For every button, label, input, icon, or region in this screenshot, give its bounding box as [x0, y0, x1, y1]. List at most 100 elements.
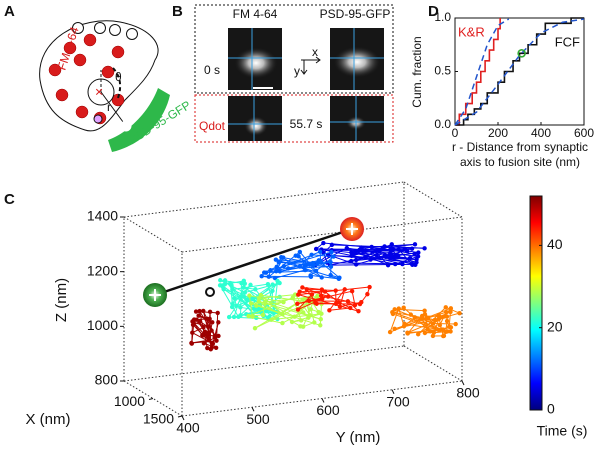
trajectory-step	[323, 242, 383, 250]
trajectory-point	[210, 320, 215, 325]
trajectory-step	[299, 254, 312, 267]
trajectory-point	[273, 257, 279, 262]
trajectory-step	[252, 316, 283, 324]
trajectory-point	[281, 255, 286, 260]
x-tick	[177, 415, 183, 418]
colorbar-label: Time (s)	[537, 423, 588, 439]
y-tick-label: 0.5	[434, 64, 451, 78]
trajectory-point	[263, 270, 269, 275]
trajectory-step	[219, 285, 239, 318]
z-tick-label: 1400	[87, 208, 118, 224]
trajectory-step	[216, 312, 219, 341]
x-tick-label: 200	[488, 126, 508, 140]
cdf-line	[454, 18, 510, 126]
trajectory-step	[248, 295, 253, 317]
panel-d: 0 200 400 600 0.0 0.5 1.0 K&R FCF	[434, 10, 594, 140]
trajectory-step	[229, 282, 237, 306]
trajectory-step	[410, 314, 434, 325]
trajectory-step	[299, 266, 322, 278]
trajectory-step	[264, 270, 317, 274]
y-tick-label: 700	[386, 393, 410, 409]
trajectory-point	[241, 278, 247, 284]
trajectory-step	[445, 306, 460, 314]
trajectory-step	[355, 250, 416, 266]
trajectory-step	[302, 286, 322, 291]
trajectory-step	[283, 251, 321, 267]
trajectory-point	[388, 246, 393, 251]
box-edge	[403, 181, 463, 218]
trajectory-point	[443, 305, 448, 310]
trajectory-point	[352, 302, 358, 308]
trajectory-point	[196, 313, 201, 318]
y-axis-label: Y (nm)	[336, 429, 381, 446]
trajectory-step	[275, 257, 284, 272]
trajectory-step	[328, 289, 346, 311]
trajectory-point	[437, 314, 443, 319]
y-tick-label: 400	[176, 420, 200, 436]
y-tick-label: 600	[316, 402, 340, 418]
trajectory-step	[243, 287, 262, 298]
trajectory-step	[330, 263, 413, 266]
y-tick	[461, 380, 465, 386]
trajectory-step	[240, 306, 275, 314]
column-label: PSD-95-GFP	[320, 7, 391, 21]
y-tick	[181, 415, 185, 421]
trajectory-point	[430, 333, 436, 339]
trajectory-step	[309, 290, 353, 302]
trajectory-point	[306, 298, 312, 304]
trajectory-step	[267, 284, 276, 313]
trajectory-step	[311, 254, 334, 258]
trajectory-point	[289, 319, 295, 325]
trajectory-point	[296, 292, 301, 297]
trajectory-step	[260, 294, 322, 305]
trajectory-point	[280, 320, 285, 326]
trajectory-step	[248, 297, 293, 317]
cdf-line	[455, 18, 501, 126]
trajectory-step	[288, 266, 331, 269]
box-edge	[123, 380, 183, 417]
trajectory-step	[256, 301, 284, 307]
axis-label: x	[312, 45, 318, 59]
trajectory-step	[202, 334, 219, 337]
trajectory-step	[265, 262, 313, 274]
trajectory-step	[298, 286, 370, 296]
synapse-diagram: ×	[39, 20, 170, 152]
panel-label: B	[172, 3, 183, 20]
x-tick-label: 400	[531, 126, 551, 140]
trajectory-step	[297, 294, 313, 310]
trajectory-step	[207, 322, 213, 341]
trajectory-point	[247, 293, 252, 298]
trajectory-step	[228, 284, 251, 318]
trajectory-step	[302, 300, 315, 327]
trajectory-point	[349, 288, 355, 294]
trajectory-step	[283, 257, 313, 264]
svg-text:×: ×	[95, 84, 103, 100]
trajectory-point	[193, 309, 199, 314]
trajectory-step	[258, 307, 276, 313]
panel-label: D	[428, 3, 439, 20]
colorbar	[529, 195, 543, 411]
trajectory-point	[367, 284, 372, 290]
trajectory-step	[238, 284, 273, 318]
z-tick-label: 1200	[87, 262, 118, 278]
trajectory-step	[239, 284, 273, 308]
y-tick-label: 1.0	[434, 10, 451, 24]
box-edge	[123, 181, 405, 218]
trajectory-step	[220, 279, 246, 294]
y-tick-label: 800	[456, 385, 480, 401]
trajectory-step	[202, 310, 210, 333]
trajectory-step	[316, 248, 399, 251]
legend-entry: FCF	[555, 34, 580, 49]
trajectory-step	[275, 259, 339, 280]
x-axis-label: r - Distance from synaptic	[452, 140, 588, 154]
colorbar-tick-label: 20	[547, 318, 563, 334]
trajectory-step	[191, 340, 217, 344]
trajectory-step	[258, 294, 296, 299]
trajectory-step	[202, 310, 216, 337]
trajectory-step	[432, 323, 456, 325]
trajectory-step	[191, 319, 195, 344]
trajectory-point	[218, 278, 223, 283]
trajectory-point	[265, 281, 271, 287]
